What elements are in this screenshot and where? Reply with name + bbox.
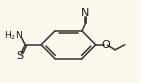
Text: H$_2$N: H$_2$N <box>5 30 23 42</box>
Text: N: N <box>81 8 90 18</box>
Text: O: O <box>101 40 110 50</box>
Text: S: S <box>16 51 24 61</box>
